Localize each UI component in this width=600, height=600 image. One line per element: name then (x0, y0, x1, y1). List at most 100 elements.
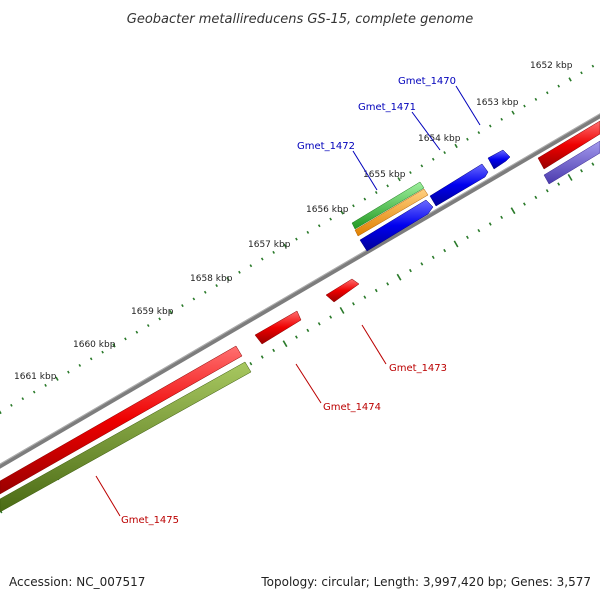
purple-feature-partial-right (543, 140, 600, 185)
outer-ring-tick (488, 124, 492, 128)
leader-gmet-1471 (411, 111, 441, 151)
inner-ring-tick (510, 207, 516, 215)
inner-ring-tick (557, 182, 561, 186)
outer-ring-tick (591, 64, 595, 68)
outer-ring-tick (0, 410, 2, 415)
outer-ring-tick (397, 177, 401, 182)
orange-feature-track (354, 188, 429, 237)
gene-label-leaders (95, 85, 481, 517)
outer-ring-tick (215, 284, 218, 288)
outer-ring-tick (374, 190, 378, 195)
leader-gmet-1472 (352, 150, 378, 191)
rna-feature-track (351, 181, 425, 230)
outer-ring-tick (431, 157, 435, 161)
forward-strand-features (351, 149, 511, 252)
outer-ring-tick (89, 357, 93, 361)
inner-ring-tick (443, 248, 447, 253)
inner-ring-tick (295, 335, 298, 339)
inner-ring-tick (306, 328, 310, 333)
outer-ring-tick (249, 264, 253, 268)
outer-ring-tick (203, 290, 207, 294)
outer-ring-tick (420, 164, 424, 168)
outer-ring-tick (352, 204, 355, 208)
outer-ring-tick (260, 257, 264, 261)
outer-ring-tick (135, 330, 139, 334)
gene-label-gmet-1474[interactable]: Gmet_1474 (323, 402, 381, 413)
inner-ring-tick (580, 169, 583, 173)
outer-ring-tick (169, 310, 173, 315)
outer-ring-tick (101, 350, 104, 354)
gene-label-gmet-1470[interactable]: Gmet_1470 (398, 76, 456, 87)
outer-ring-tick (454, 143, 458, 149)
outer-ring-tick (124, 337, 127, 341)
inner-ring-tick (466, 235, 469, 239)
inner-ring-tick (272, 348, 276, 353)
gene-arrow-gmet-1472[interactable] (359, 199, 434, 252)
backbone-highlight (0, 113, 600, 465)
gene-arrow-gmet-1474[interactable] (254, 310, 302, 345)
outer-ring-tick (272, 250, 275, 254)
tick-label-1654: 1654 kbp (418, 134, 461, 144)
outer-ring-tick (192, 297, 196, 301)
outer-tick-ring (0, 64, 595, 415)
inner-ring-tick (339, 307, 345, 314)
map-title: Geobacter metallireducens GS-15, complet… (127, 12, 473, 27)
outer-ring-tick (21, 397, 25, 401)
tick-label-1659: 1659 kbp (131, 307, 174, 317)
outer-ring-tick (340, 210, 344, 215)
inner-ring-tick (453, 240, 459, 248)
gene-label-gmet-1471[interactable]: Gmet_1471 (358, 102, 416, 113)
inner-ring-tick (567, 173, 573, 181)
gene-arrow-gmet-1471[interactable] (429, 163, 489, 207)
tick-label-1656: 1656 kbp (306, 205, 349, 215)
inner-ring-tick (260, 355, 264, 359)
gene-arrow-gmet-1470[interactable] (487, 149, 511, 170)
outer-ring-tick (386, 184, 389, 188)
inner-ring-tick (374, 288, 378, 293)
outer-ring-tick (306, 230, 310, 234)
outer-ring-tick (511, 110, 515, 115)
inner-ring-tick (386, 282, 390, 286)
scale-labels: 1652 kbp 1653 kbp 1654 kbp 1655 kbp 1656… (14, 61, 573, 382)
gene-label-gmet-1472[interactable]: Gmet_1472 (297, 141, 355, 152)
gene-arrow-gmet-1475[interactable] (0, 345, 243, 495)
reverse-strand-features (0, 278, 360, 513)
outer-ring-tick (534, 97, 538, 101)
outer-ring-tick (443, 151, 446, 155)
outer-ring-tick (146, 324, 150, 328)
genome-backbone (0, 113, 600, 469)
inner-ring-tick (420, 262, 424, 266)
inner-ring-tick (363, 295, 367, 299)
reverse-gene-partial-right[interactable] (537, 120, 600, 170)
tick-label-1658: 1658 kbp (190, 274, 233, 284)
gene-label-gmet-1475[interactable]: Gmet_1475 (121, 515, 179, 526)
outer-ring-tick (10, 403, 13, 407)
outer-ring-tick (546, 91, 549, 95)
leader-gmet-1473 (361, 324, 387, 365)
tick-label-1661: 1661 kbp (14, 372, 57, 382)
gene-label-gmet-1473[interactable]: Gmet_1473 (389, 363, 447, 374)
inner-ring-tick (352, 302, 355, 306)
leader-gmet-1474 (295, 363, 322, 404)
inner-ring-tick (591, 162, 595, 166)
inner-ring-tick (282, 340, 288, 348)
tick-label-1655: 1655 kbp (363, 170, 406, 180)
outer-ring-tick (55, 376, 59, 381)
outer-ring-tick (238, 270, 241, 274)
inner-ring-tick (523, 202, 526, 206)
gene-arrow-gmet-1473[interactable] (325, 278, 360, 303)
leader-gmet-1475 (95, 475, 121, 517)
outer-ring-tick (283, 243, 287, 248)
tick-label-1657: 1657 kbp (248, 240, 291, 250)
outer-ring-tick (477, 131, 481, 135)
outer-ring-tick (557, 84, 561, 88)
inner-ring-tick (500, 215, 504, 220)
outer-ring-tick (67, 370, 70, 374)
outer-ring-tick (500, 117, 503, 121)
inner-ring-tick (534, 195, 538, 200)
outer-ring-tick (44, 383, 47, 387)
outer-ring-tick (295, 237, 298, 241)
outer-ring-tick (329, 217, 332, 221)
tick-label-1653: 1653 kbp (476, 98, 519, 108)
